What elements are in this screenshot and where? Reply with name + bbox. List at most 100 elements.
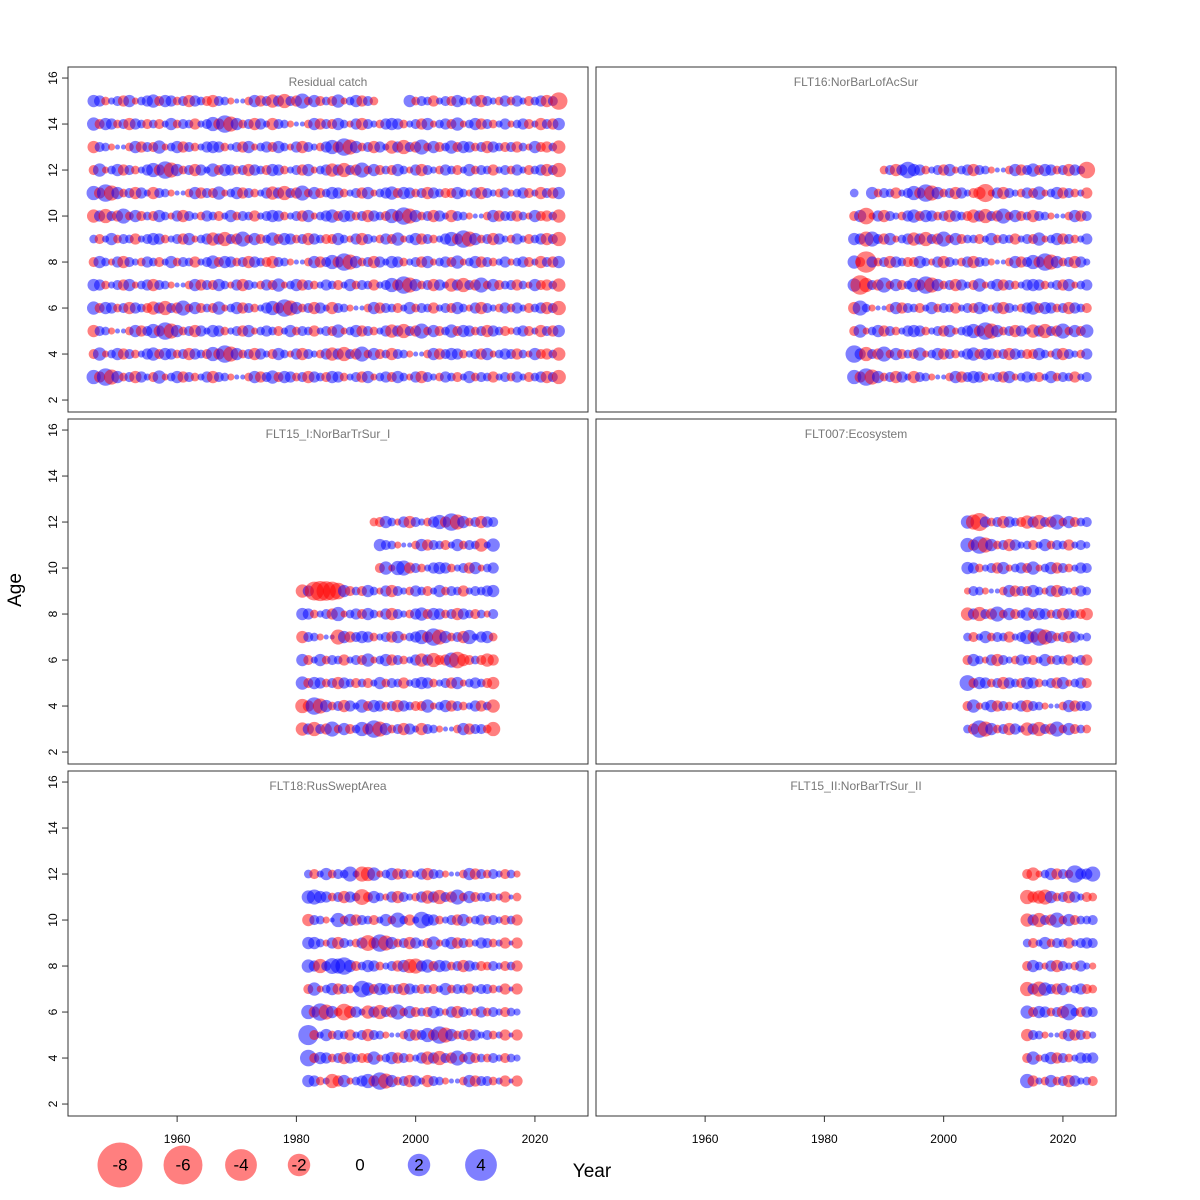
y-tick-label: 10 — [46, 913, 60, 927]
residual-bubble — [390, 912, 406, 928]
residual-bubble — [489, 189, 497, 197]
residual-bubble — [362, 678, 373, 689]
residual-bubble — [499, 187, 511, 199]
residual-bubble — [299, 259, 305, 265]
residual-bubble — [410, 517, 421, 528]
residual-bubble — [994, 259, 1000, 265]
residual-bubble — [1069, 891, 1081, 903]
residual-bubble — [221, 189, 229, 197]
residual-bubble — [1049, 721, 1065, 737]
residual-bubble — [921, 165, 931, 175]
residual-bubble — [421, 117, 434, 131]
residual-bubble — [339, 303, 349, 313]
residual-bubble — [552, 278, 566, 292]
residual-bubble — [998, 655, 1009, 666]
residual-bubble — [1041, 235, 1049, 243]
residual-bubble — [294, 185, 310, 201]
residual-bubble — [342, 866, 358, 882]
y-tick-label: 4 — [46, 1054, 60, 1061]
residual-bubble — [499, 1029, 511, 1041]
residual-bubble — [489, 304, 497, 312]
residual-bubble — [883, 232, 897, 246]
residual-bubble — [507, 327, 515, 335]
residual-bubble — [968, 632, 979, 643]
residual-bubble — [353, 305, 359, 311]
legend-bubble — [225, 1149, 257, 1181]
residual-bubble — [280, 349, 289, 359]
y-tick-label: 14 — [46, 117, 60, 131]
residual-bubble — [401, 542, 407, 548]
legend-label: -6 — [175, 1155, 190, 1174]
residual-bubble — [487, 371, 499, 383]
y-tick-label: 6 — [46, 656, 60, 663]
residual-bubble — [523, 188, 534, 199]
residual-bubble — [881, 305, 887, 311]
residual-bubble — [161, 373, 169, 381]
x-tick-label: 1980 — [283, 1132, 310, 1146]
residual-bubble — [552, 209, 566, 223]
residual-bubble — [459, 211, 468, 221]
residual-bubble — [161, 143, 169, 151]
residual-bubble — [167, 189, 175, 197]
residual-bubble — [375, 892, 385, 902]
residual-bubble — [154, 257, 165, 268]
residual-bubble — [243, 280, 254, 291]
residual-bubble — [254, 118, 267, 130]
residual-bubble — [345, 984, 355, 994]
residual-bubble — [488, 632, 498, 642]
residual-bubble — [1065, 962, 1073, 970]
residual-bubble — [457, 913, 470, 927]
legend-bubble — [287, 1153, 311, 1177]
residual-bubble — [487, 654, 499, 666]
residual-bubble — [414, 139, 430, 155]
residual-bubble — [457, 585, 469, 597]
residual-bubble — [131, 349, 140, 359]
panel: FLT007:Ecosystem — [595, 418, 1117, 765]
residual-bubble — [1075, 256, 1087, 268]
residual-bubble — [1065, 587, 1073, 595]
residual-bubble — [449, 889, 465, 905]
y-tick-label: 12 — [46, 867, 60, 881]
residual-bubble — [1081, 654, 1093, 666]
residual-bubble — [94, 234, 105, 245]
residual-bubble — [391, 630, 404, 644]
x-tick-label: 1980 — [811, 1132, 838, 1146]
residual-bubble — [427, 302, 440, 314]
y-tick-label: 2 — [46, 1100, 60, 1107]
residual-bubble — [488, 869, 499, 880]
residual-bubble — [1064, 563, 1074, 573]
y-tick-label: 8 — [46, 258, 60, 265]
residual-bubble — [398, 677, 410, 689]
residual-bubble — [182, 232, 196, 246]
residual-bubble — [405, 1053, 415, 1063]
residual-bubble — [374, 256, 386, 268]
residual-bubble — [426, 936, 441, 950]
residual-bubble — [294, 93, 310, 109]
residual-bubble — [488, 517, 499, 528]
residual-bubble — [981, 372, 990, 382]
residual-bubble — [1034, 678, 1044, 688]
residual-bubble — [552, 140, 566, 154]
panel: FLT15_II:NorBarTrSur_II 1960 1980 2000 2020 — [595, 770, 1117, 1146]
residual-bubble — [511, 937, 523, 949]
residual-bubble — [1069, 1075, 1081, 1087]
residual-bubble — [506, 1053, 516, 1063]
residual-bubble — [191, 212, 199, 220]
residual-bubble — [518, 211, 528, 221]
residual-bubble — [114, 328, 121, 334]
residual-bubble — [102, 166, 110, 174]
y-tick-label: 10 — [46, 561, 60, 575]
residual-bubble — [488, 1076, 498, 1086]
residual-bubble — [212, 186, 226, 200]
residual-bubble — [1083, 541, 1091, 549]
residual-bubble — [921, 372, 931, 382]
residual-bubble — [302, 209, 315, 223]
residual-bubble — [450, 255, 465, 269]
residual-bubble — [114, 144, 121, 150]
residual-bubble — [1003, 631, 1015, 643]
residual-bubble — [499, 256, 511, 268]
residual-bubble — [943, 324, 956, 338]
residual-bubble — [339, 188, 349, 198]
residual-bubble — [488, 257, 498, 267]
residual-bubble — [154, 119, 165, 130]
